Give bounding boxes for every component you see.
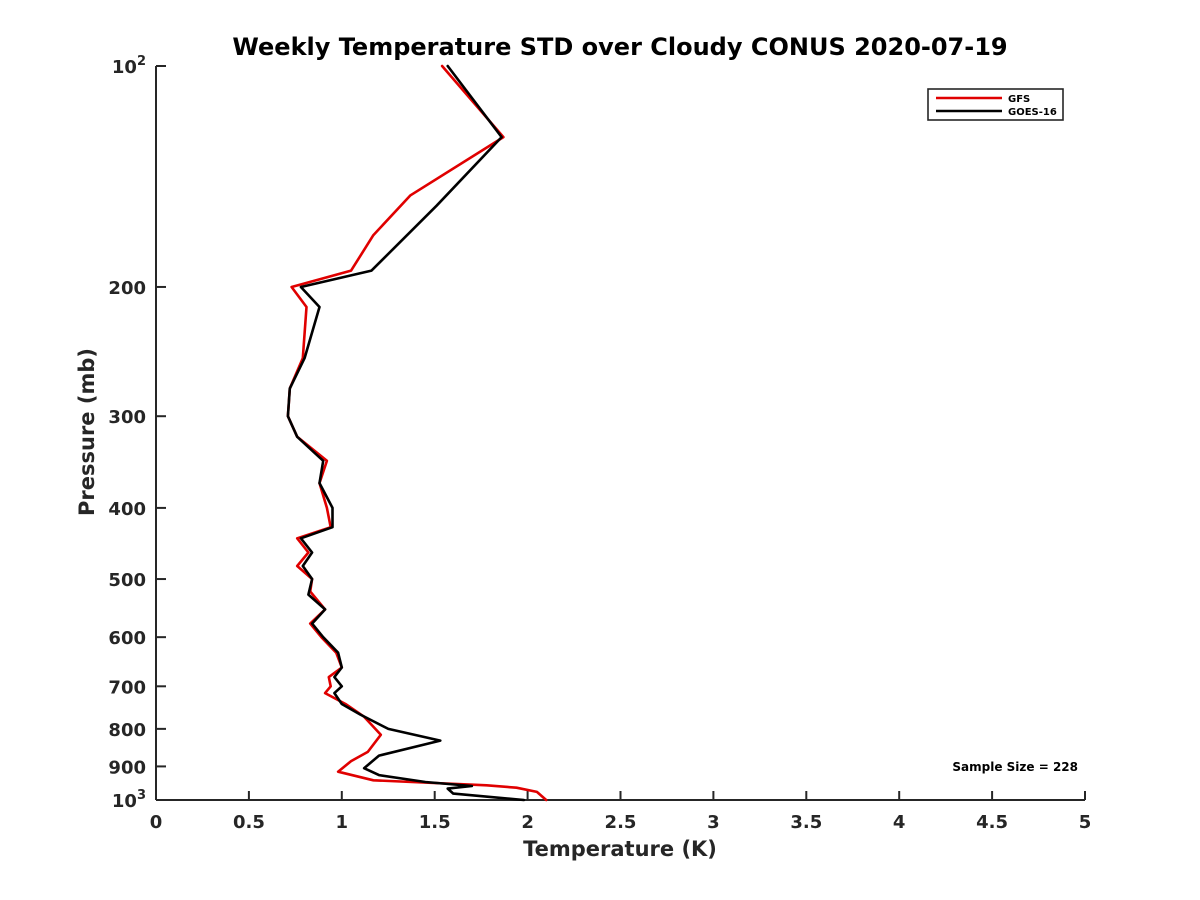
x-axis-label: Temperature (K) [523,837,717,861]
y-axis: 102 200 300 400 500 600 700 800 900 103 [108,54,166,812]
legend-box [927,88,1064,121]
sample-size-annotation: Sample Size = 228 [952,760,1078,774]
series-line-gfs [286,64,548,802]
x-tick-label: 4.5 [976,812,1008,833]
x-tick-label: 2 [521,812,534,833]
legend-label: GFS [1008,94,1030,105]
legend-label: GOES-16 [1008,107,1057,118]
x-tick-label: 1 [336,812,349,833]
y-axis-label: Pressure (mb) [75,348,99,516]
y-tick-label: 600 [108,628,146,649]
x-tick-label: 5 [1079,812,1092,833]
y-tick-label: 300 [108,407,146,428]
y-tick-label: 800 [108,720,146,741]
y-tick-label: 700 [108,677,146,698]
y-tick-label: 200 [108,278,146,299]
x-tick-label: 3.5 [790,812,822,833]
x-tick-label: 3 [707,812,720,833]
x-tick-label: 2.5 [605,812,637,833]
legend: GFS GOES-16 [927,88,1064,121]
series-line-goes-16 [286,64,526,802]
y-tick-label: 103 [112,788,146,812]
series-layer [286,64,548,802]
y-tick-label: 500 [108,570,146,591]
x-tick-label: 1.5 [419,812,451,833]
x-tick-label: 4 [893,812,906,833]
x-tick-label: 0 [150,812,163,833]
x-axis: 0 0.5 1 1.5 2 2.5 3 3.5 4 4.5 5 [150,791,1092,833]
y-tick-label: 400 [108,499,146,520]
y-tick-label: 102 [112,54,146,78]
x-tick-label: 0.5 [233,812,265,833]
chart-title: Weekly Temperature STD over Cloudy CONUS… [232,33,1007,61]
y-tick-label: 900 [108,757,146,778]
